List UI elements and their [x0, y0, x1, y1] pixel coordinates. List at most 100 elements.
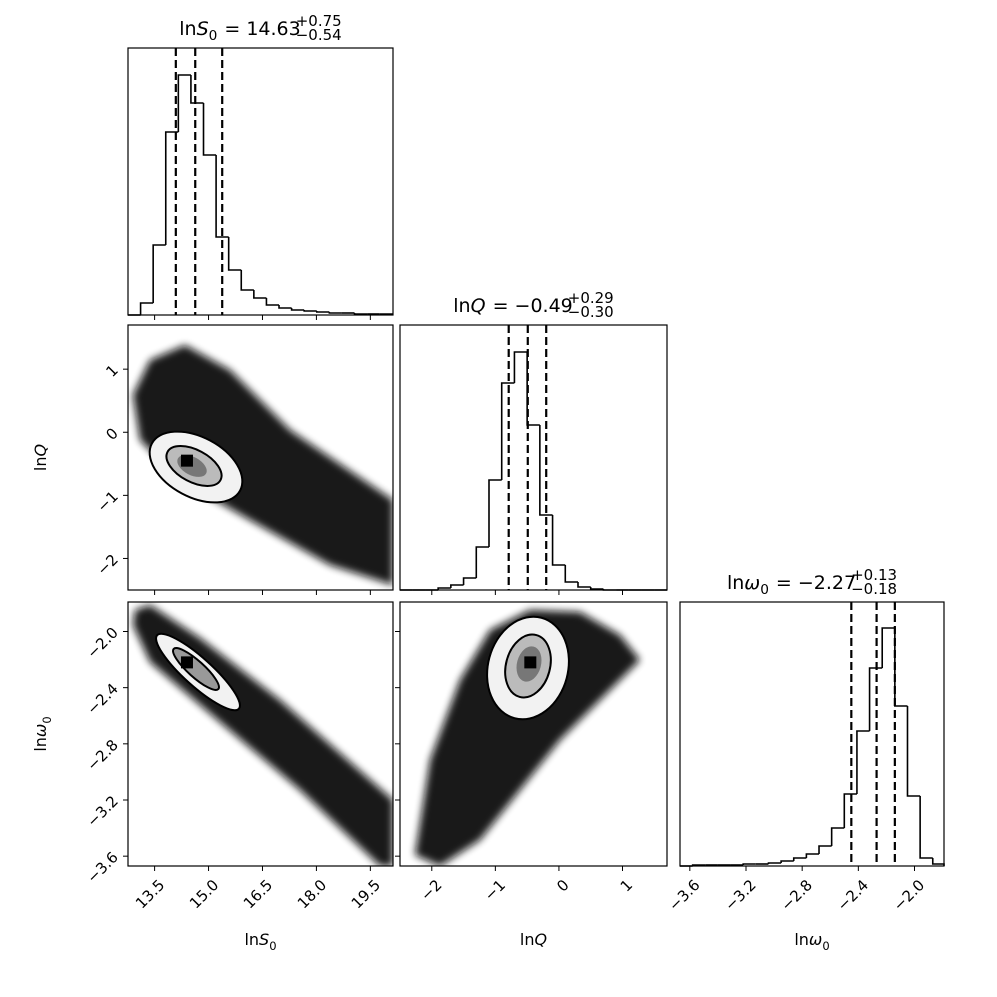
y-tick-label: −1	[93, 487, 121, 515]
histogram-bin	[164, 131, 179, 245]
y-tick-label: −2.8	[83, 736, 121, 774]
label-symbol: Q	[471, 295, 486, 317]
x-tick-label: −1	[481, 876, 509, 904]
panel-frame	[399, 601, 668, 867]
histogram-bin	[488, 479, 502, 547]
x-tick-label: 18.0	[294, 876, 330, 912]
label-prefix: ln	[520, 930, 535, 949]
density-peak	[180, 454, 193, 467]
histogram-bin	[742, 863, 756, 865]
x-tick-label: 1	[617, 876, 636, 895]
histogram-bin	[202, 103, 217, 156]
x-tick-label: −2.4	[834, 876, 872, 914]
panel-title: lnQ = −0.49	[453, 295, 572, 317]
title-value: = 14.63	[224, 18, 300, 40]
panel-frame	[127, 601, 394, 867]
histogram-bin	[215, 155, 229, 238]
panel-title: lnω0 = −2.27	[727, 572, 856, 598]
histogram-bin	[830, 827, 845, 846]
histogram-bin	[577, 582, 591, 588]
title-upper-error: +0.75	[296, 12, 342, 30]
histogram-bin	[894, 628, 908, 707]
density-peak	[524, 656, 537, 669]
histogram-bin	[278, 305, 292, 309]
x-tick-label: −2	[417, 876, 445, 904]
title-lower-error: −0.30	[568, 303, 614, 321]
label-prefix: ln	[31, 457, 50, 472]
axis-label: lnQ	[31, 444, 50, 471]
histogram-bin	[139, 302, 154, 315]
panel-frame	[399, 324, 668, 591]
title-upper-error: +0.29	[568, 289, 614, 307]
label-symbol: S	[259, 930, 269, 949]
histogram-bin	[767, 862, 782, 864]
histogram-bin	[843, 793, 857, 828]
histogram-bin	[379, 313, 394, 315]
histogram-bin	[691, 864, 706, 866]
histogram-bin	[353, 313, 368, 315]
histogram-bin	[450, 584, 464, 588]
title-upper-error: +0.13	[851, 566, 897, 584]
panel-title: lnS0 = 14.63	[179, 18, 300, 44]
histogram-bin	[780, 860, 794, 863]
axis-label: lnQ	[520, 930, 547, 949]
histogram-bin	[526, 352, 540, 426]
label-subscript: 0	[269, 939, 276, 953]
x-tick-label: 19.5	[348, 876, 384, 912]
density-peak	[180, 656, 193, 669]
label-symbol: Q	[535, 930, 548, 949]
histogram-bin	[589, 587, 604, 590]
histogram-bin	[805, 853, 820, 858]
label-symbol: ω	[809, 930, 822, 949]
x-tick-label: −3.6	[665, 876, 703, 914]
histogram-bin	[602, 589, 617, 591]
histogram-bin	[462, 577, 477, 585]
histogram-bin	[265, 298, 280, 306]
label-prefix: ln	[31, 737, 50, 752]
axis-label: lnω0	[794, 930, 829, 953]
histogram-bin	[177, 74, 191, 132]
histogram-bin	[500, 382, 515, 480]
x-tick-label: 16.5	[240, 876, 276, 912]
histogram-bin	[152, 244, 166, 303]
y-tick-label: 0	[102, 424, 121, 443]
histogram-bin	[564, 565, 578, 583]
label-subscript: 0	[822, 939, 829, 953]
x-tick-label: 15.0	[186, 876, 222, 912]
histogram-bin	[190, 75, 204, 104]
label-subscript: 0	[209, 28, 218, 44]
x-tick-label: 0	[553, 876, 572, 895]
histogram-bin	[437, 587, 451, 590]
label-prefix: ln	[453, 295, 470, 317]
histogram-bin	[328, 312, 342, 314]
label-subscript: 0	[40, 716, 54, 723]
label-symbol: ω	[744, 572, 760, 594]
panel-frame	[679, 601, 945, 867]
label-prefix: ln	[179, 18, 196, 40]
label-symbol: ω	[31, 724, 50, 737]
title-value: = −0.49	[493, 295, 573, 317]
histogram-bin	[868, 667, 883, 731]
y-tick-label: −2.0	[83, 624, 121, 662]
histogram-bin	[551, 515, 566, 566]
histogram-bin	[881, 627, 895, 668]
histogram-bin	[792, 857, 807, 861]
axis-label: lnS0	[244, 930, 276, 953]
histogram-bin	[919, 796, 933, 859]
histogram-bin	[290, 308, 305, 311]
y-tick-label: −3.2	[83, 792, 121, 830]
title-lower-error: −0.54	[296, 26, 342, 44]
y-tick-label: −3.6	[83, 848, 121, 886]
label-subscript: 0	[760, 582, 769, 598]
histogram-bin	[818, 845, 832, 854]
histogram-bin	[513, 351, 528, 383]
x-tick-label: 13.5	[132, 876, 168, 912]
y-tick-label: −2	[93, 551, 121, 579]
density-cloud	[133, 345, 393, 585]
histogram-bin	[253, 290, 267, 299]
panel-frame	[127, 47, 394, 316]
density-cloud	[415, 610, 640, 866]
histogram-bin	[303, 310, 317, 312]
label-symbol: S	[197, 18, 209, 40]
